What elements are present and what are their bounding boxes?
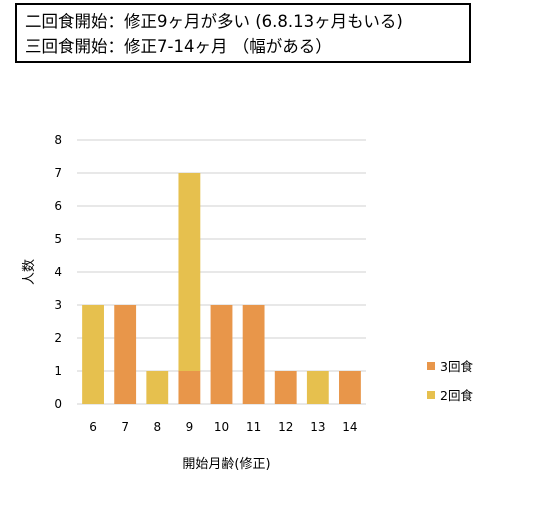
bar-three-meals xyxy=(339,371,361,404)
legend-label: 3回食 xyxy=(440,359,473,374)
bar-three-meals xyxy=(274,371,297,404)
x-tick-label: 10 xyxy=(214,420,229,434)
annotation-line-2: 三回食開始：修正7-14ヶ月 （幅がある） xyxy=(25,37,332,56)
annotation-box: 二回食開始：修正9ヶ月が多い (6.8.13ヶ月もいる) 三回食開始：修正7-1… xyxy=(15,3,471,63)
bar-two-meals xyxy=(306,371,329,404)
y-tick-label: 7 xyxy=(54,166,62,180)
y-tick-labels: 0 1 2 3 4 5 6 7 8 xyxy=(54,133,62,411)
x-tick-label: 13 xyxy=(310,420,325,434)
legend-swatch xyxy=(427,391,435,399)
y-tick-label: 4 xyxy=(54,265,62,279)
x-axis-label: 開始月齢(修正) xyxy=(182,457,270,472)
x-tick-label: 8 xyxy=(153,420,161,434)
legend-swatch xyxy=(427,362,435,370)
bar-three-meals xyxy=(210,305,233,404)
x-tick-label: 6 xyxy=(89,420,97,434)
legend: 3回食 2回食 xyxy=(427,359,473,403)
bar-three-meals xyxy=(178,371,201,404)
x-tick-label: 9 xyxy=(186,420,194,434)
bar-two-meals xyxy=(178,173,201,371)
x-tick-label: 11 xyxy=(246,420,261,434)
y-tick-label: 0 xyxy=(54,397,62,411)
x-tick-label: 12 xyxy=(278,420,293,434)
x-tick-labels: 6 7 8 9 10 11 12 13 14 xyxy=(89,420,357,434)
y-tick-label: 8 xyxy=(54,133,62,147)
y-axis-label: 人数 xyxy=(22,259,37,285)
bars xyxy=(82,173,361,404)
y-tick-label: 5 xyxy=(54,232,62,246)
annotation-line-1: 二回食開始：修正9ヶ月が多い (6.8.13ヶ月もいる) xyxy=(25,12,403,31)
bar-two-meals xyxy=(82,305,104,404)
y-tick-label: 1 xyxy=(54,364,62,378)
x-tick-label: 7 xyxy=(121,420,129,434)
bar-three-meals xyxy=(114,305,137,404)
x-tick-label: 14 xyxy=(342,420,357,434)
bar-two-meals xyxy=(146,371,169,404)
y-tick-label: 2 xyxy=(54,331,62,345)
y-tick-label: 3 xyxy=(54,298,62,312)
bar-three-meals xyxy=(242,305,265,404)
legend-label: 2回食 xyxy=(440,388,473,403)
y-tick-label: 6 xyxy=(54,199,62,213)
